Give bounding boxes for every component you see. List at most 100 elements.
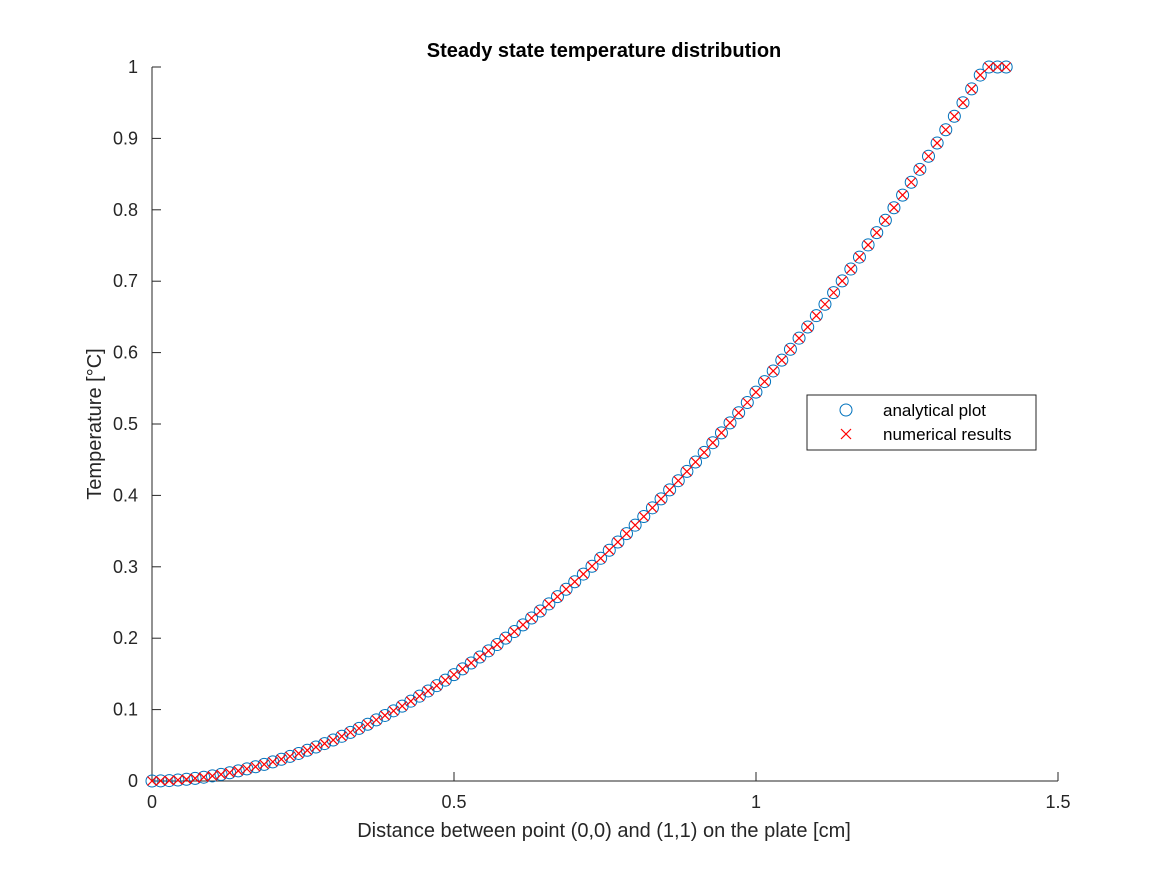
analytical-point <box>154 774 168 788</box>
analytical-point <box>387 704 401 718</box>
numerical-point <box>241 763 252 774</box>
analytical-point <box>473 650 487 664</box>
numerical-point <box>707 437 718 448</box>
numerical-point <box>612 537 623 547</box>
numerical-point <box>423 686 434 696</box>
numerical-point <box>733 407 744 418</box>
analytical-point <box>878 213 892 227</box>
numerical-point <box>569 576 580 587</box>
numerical-point <box>397 701 408 712</box>
analytical-point <box>499 631 513 645</box>
y-tick-label: 0.5 <box>113 414 138 434</box>
x-tick-label: 1 <box>751 792 761 812</box>
numerical-point <box>440 675 451 686</box>
numerical-point <box>811 310 822 321</box>
numerical-point <box>561 584 572 595</box>
analytical-point <box>870 226 884 240</box>
analytical-point <box>369 713 383 727</box>
analytical-point <box>706 436 720 450</box>
analytical-point <box>335 729 349 743</box>
numerical-point <box>690 457 701 467</box>
analytical-point <box>214 767 228 781</box>
numerical-point <box>552 591 563 602</box>
numerical-point <box>233 765 244 776</box>
y-tick-label: 0.9 <box>113 128 138 148</box>
numerical-point <box>604 545 615 556</box>
numerical-point <box>863 240 874 250</box>
analytical-point <box>792 331 806 345</box>
numerical-point <box>768 366 779 376</box>
numerical-point <box>923 151 934 162</box>
numerical-point <box>802 322 813 332</box>
numerical-point <box>181 774 192 785</box>
analytical-point <box>352 721 366 735</box>
analytical-point <box>973 68 987 82</box>
numerical-point <box>155 775 166 786</box>
analytical-point <box>585 559 599 573</box>
analytical-point <box>671 474 685 488</box>
numerical-point <box>164 775 175 786</box>
numerical-point <box>526 613 537 623</box>
numerical-point <box>535 606 546 616</box>
numerical-point <box>380 710 390 721</box>
numerical-point <box>958 97 968 108</box>
analytical-point <box>611 535 625 549</box>
analytical-point <box>801 320 815 334</box>
numerical-point <box>638 511 649 522</box>
numerical-point <box>302 745 313 756</box>
analytical-point <box>982 60 996 74</box>
analytical-point <box>602 543 616 557</box>
numerical-point <box>871 227 882 238</box>
numerical-point <box>716 427 727 438</box>
analytical-point <box>654 492 668 506</box>
analytical-point <box>758 375 772 389</box>
numerical-point <box>267 756 278 767</box>
analytical-point <box>775 353 789 367</box>
analytical-point <box>188 771 202 785</box>
analytical-point <box>663 483 677 497</box>
numerical-point <box>828 287 839 298</box>
numerical-point <box>336 731 347 742</box>
plot-axes: 0 0.5 1 1.5 0 0.1 0.2 0.3 0.4 0.5 0.6 0.7 0.8 0.9 1 <box>113 57 1071 812</box>
analytical-point <box>999 60 1013 74</box>
numerical-point <box>466 658 477 668</box>
numerical-point <box>820 299 830 310</box>
analytical-point <box>749 385 763 399</box>
numerical-point <box>837 275 848 286</box>
analytical-point <box>378 708 392 722</box>
series-analytical-plot <box>145 60 1013 788</box>
analytical-point <box>740 396 754 410</box>
numerical-point <box>587 561 597 572</box>
analytical-point <box>809 309 823 323</box>
numerical-point <box>354 723 364 734</box>
y-tick-label: 0.2 <box>113 628 138 648</box>
numerical-point <box>500 633 511 644</box>
numerical-point <box>172 775 183 785</box>
analytical-point <box>568 575 582 589</box>
numerical-point <box>328 735 339 745</box>
analytical-point <box>844 262 858 276</box>
legend-circle-marker <box>839 403 853 417</box>
x-axis-title: Distance between point (0,0) and (1,1) o… <box>357 820 851 842</box>
numerical-point <box>405 696 416 707</box>
numerical-point <box>630 520 641 531</box>
analytical-point <box>542 597 556 611</box>
numerical-point <box>311 742 321 752</box>
analytical-point <box>947 109 961 123</box>
analytical-point <box>205 769 219 783</box>
analytical-point <box>922 149 936 163</box>
numerical-point <box>759 376 770 387</box>
analytical-point <box>697 445 711 459</box>
numerical-point <box>198 772 209 783</box>
numerical-point <box>656 493 666 504</box>
analytical-point <box>481 644 495 658</box>
analytical-point <box>827 286 841 300</box>
analytical-point <box>343 725 357 739</box>
analytical-point <box>852 250 866 264</box>
numerical-point <box>595 553 606 564</box>
numerical-point <box>785 344 796 355</box>
series-numerical-results <box>147 62 1012 786</box>
x-tick-label: 0 <box>147 792 157 812</box>
numerical-point <box>285 751 295 762</box>
